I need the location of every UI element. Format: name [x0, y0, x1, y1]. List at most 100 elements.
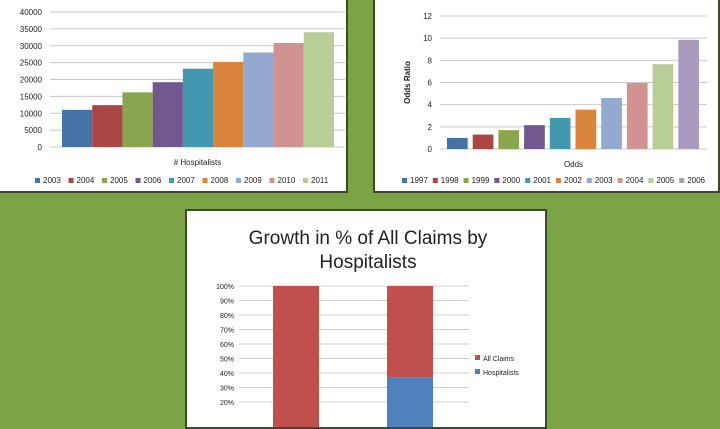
y-tick-label: 40%: [220, 371, 234, 378]
chart-title: Hospitalists: [319, 252, 416, 273]
legend-label: 2005: [110, 176, 128, 185]
legend-swatch-2002: [556, 178, 561, 183]
legend-label: 1997: [410, 176, 428, 185]
y-tick-label: 2: [428, 123, 433, 132]
y-tick-label: 5000: [24, 126, 42, 135]
legend-label: Hospitalists: [483, 370, 519, 377]
hospitalists-count-chart: 0 5000 10000 15000 20000 25000 30000 35000 40000…: [0, 0, 348, 193]
x-axis-label: # Hospitalists: [174, 158, 222, 167]
y-tick-label: 25000: [20, 59, 43, 68]
legend-swatch: [475, 369, 480, 374]
y-tick-label: 30%: [220, 386, 234, 393]
y-tick-label: 70%: [220, 328, 234, 335]
y-tick-label: 60%: [220, 342, 234, 349]
claims-growth-chart: Growth in % of All Claims by Hospitalists…: [185, 209, 547, 429]
x-axis-label: Odds: [564, 160, 583, 169]
legend-label: 2004: [626, 176, 644, 185]
legend-swatch-2008: [202, 178, 208, 183]
chart-svg: Growth in % of All Claims by Hospitalists…: [216, 228, 519, 427]
bar-2003: [601, 98, 622, 149]
legend-swatch-2005: [648, 178, 654, 183]
legend-swatch-2003: [586, 178, 592, 183]
chart-title: Growth in % of All Claims by: [249, 228, 488, 249]
y-tick-label: 90%: [220, 299, 234, 306]
y-tick-label: 6: [428, 79, 433, 88]
legend-swatch-2003: [35, 178, 40, 183]
bar-2011: [303, 32, 334, 147]
legend-swatch-1999: [463, 178, 469, 183]
bar-segment-all-claims: [387, 286, 433, 378]
legend-swatch-2007: [169, 178, 174, 183]
y-tick-label: 40000: [20, 8, 43, 17]
legend-swatch: [475, 355, 480, 360]
bar-2005: [652, 64, 674, 149]
y-tick-label: 10: [423, 34, 432, 43]
legend-label: 2008: [211, 176, 229, 185]
legend-label: 2001: [533, 176, 551, 185]
legend-swatch-2009: [236, 178, 241, 183]
legend-label: 2000: [502, 176, 520, 185]
legend-label: 2009: [244, 176, 262, 185]
legend-swatch-1997: [402, 178, 407, 183]
y-tick-label: 0: [38, 143, 43, 152]
legend-label: 1998: [441, 176, 459, 185]
y-tick-label: 10000: [20, 109, 43, 118]
legend-swatch-2001: [525, 178, 531, 183]
bar-1999: [498, 130, 520, 149]
y-tick-label: 100%: [216, 284, 234, 291]
bar-segment-hospitalists: [387, 377, 433, 427]
bar-1998: [472, 134, 494, 149]
legend-label: 2011: [311, 176, 329, 185]
y-tick-label: 80%: [220, 313, 234, 320]
y-tick-label: 20000: [20, 76, 43, 85]
legend-swatch-2005: [102, 178, 107, 183]
bar-2006: [152, 82, 183, 147]
legend-label: 2003: [595, 176, 613, 185]
y-tick-label: 15000: [20, 92, 43, 101]
y-tick-label: 8: [428, 56, 433, 65]
bar-2006: [678, 39, 699, 150]
legend-swatch-2004: [68, 178, 74, 183]
odds-ratio-chart: 0 2 4 6 8 10 12 Odds Odds Ratio 1997 1998 1999 2000 2…: [373, 0, 720, 193]
y-tick-label: 35000: [20, 25, 43, 34]
y-tick-label: 50%: [220, 357, 234, 364]
y-axis-label: Odds Ratio: [403, 61, 412, 104]
bar-segment-all-claims: [273, 286, 319, 427]
legend-label: 1999: [472, 176, 490, 185]
bar-2000: [524, 125, 545, 149]
y-tick-label: 12: [423, 12, 432, 21]
legend-label: 2010: [278, 176, 296, 185]
legend-swatch-2010: [269, 178, 275, 183]
legend-label: 2002: [564, 176, 582, 185]
y-tick-label: 30000: [20, 42, 43, 51]
bar-2004: [626, 83, 648, 149]
legend-label: 2007: [177, 176, 195, 185]
bar-2005: [122, 92, 153, 147]
legend-swatch-2000: [494, 178, 500, 183]
legend-label: 2006: [144, 176, 162, 185]
bar-2004: [92, 105, 123, 147]
y-tick-label: 0: [428, 145, 433, 154]
bar-2003: [62, 109, 93, 147]
y-tick-label: 20%: [220, 400, 234, 407]
legend-swatch-1998: [432, 178, 438, 183]
legend-swatch-2006: [135, 178, 141, 183]
legend-label: 2004: [77, 176, 95, 185]
legend-swatch-2004: [617, 178, 623, 183]
legend-label: 2003: [43, 176, 61, 185]
bar-2009: [243, 52, 274, 147]
chart-svg: 0 5000 10000 15000 20000 25000 30000 35000 40000…: [20, 8, 345, 185]
bar-2002: [575, 109, 597, 149]
bar-2001: [549, 117, 571, 149]
legend-swatch-2011: [303, 178, 308, 183]
legend-label: 2006: [687, 176, 705, 185]
bar-1997: [447, 137, 468, 149]
legend-label: 2005: [656, 176, 674, 185]
bar-2008: [213, 61, 244, 148]
chart-svg: 0 2 4 6 8 10 12 Odds Odds Ratio 1997 1998 1999 2000 2…: [402, 12, 707, 185]
legend-swatch-2006: [679, 178, 685, 183]
bar-2007: [182, 68, 214, 147]
legend-label: All Claims: [483, 356, 515, 363]
y-tick-label: 4: [428, 101, 433, 110]
bar-2010: [273, 43, 304, 147]
